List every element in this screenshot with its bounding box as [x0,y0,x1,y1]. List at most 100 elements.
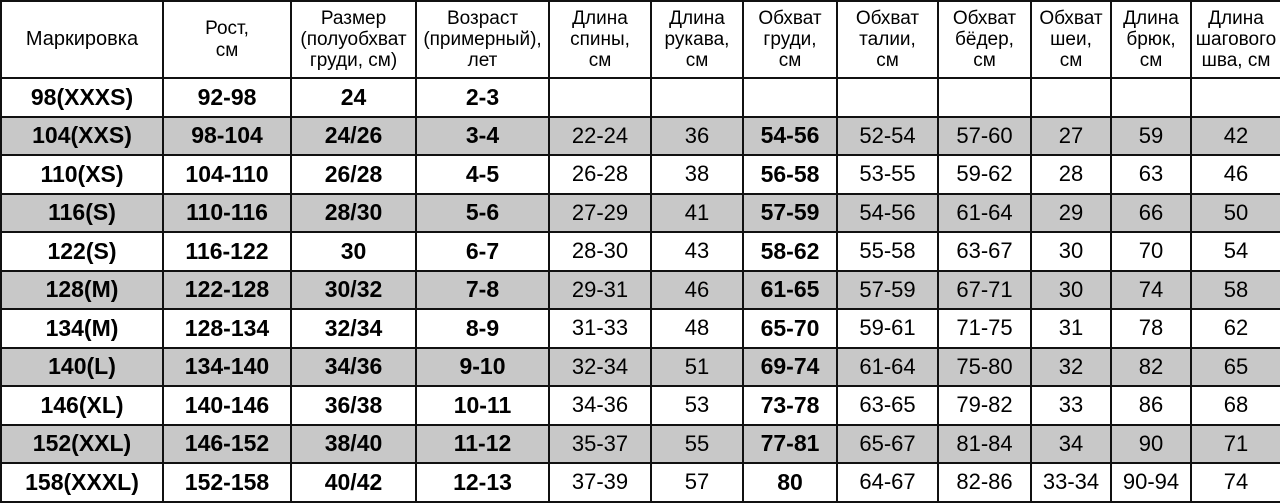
table-cell: 43 [650,231,744,272]
table-cell: 5-6 [415,192,550,233]
table-cell: 28 [1030,154,1112,195]
table-cell [742,77,838,118]
table-cell: 59-61 [836,308,939,349]
table-cell: 116-122 [162,231,292,272]
table-cell: 79-82 [937,385,1032,426]
table-cell: 140-146 [162,385,292,426]
table-cell: 57-59 [742,192,838,233]
table-cell: 58 [1190,269,1280,310]
cell-size-marking: 122(S) [0,231,164,272]
table-cell: 63-67 [937,231,1032,272]
table-row: 128(M) 122-128 30/32 7-8 29-31 46 61-65 57-59 67… [0,269,1280,310]
column-header-1: Маркировка [0,0,164,79]
cell-size-marking: 104(XXS) [0,115,164,156]
table-cell: 40/42 [290,462,417,503]
column-header-12: Длина шагового шва, см [1190,0,1280,79]
table-cell: 98-104 [162,115,292,156]
table-cell: 37-39 [548,462,652,503]
table-cell: 62 [1190,308,1280,349]
table-cell: 30 [1030,269,1112,310]
table-cell: 146-152 [162,423,292,464]
table-cell: 68 [1190,385,1280,426]
table-row: 122(S) 116-122 30 6-7 28-30 43 58-62 55-58 63-67… [0,231,1280,272]
table-body: 98(XXXS) 92-98 24 2-3 104(XXS) 98-104 24/26 3-4… [0,77,1280,503]
table-cell: 90-94 [1110,462,1192,503]
table-cell: 38/40 [290,423,417,464]
table-cell: 66 [1110,192,1192,233]
table-cell: 90 [1110,423,1192,464]
table-row: 140(L) 134-140 34/36 9-10 32-34 51 69-74 61-64 7… [0,346,1280,387]
column-header-2: Рост, см [162,0,292,79]
table-cell: 56-58 [742,154,838,195]
table-cell: 33-34 [1030,462,1112,503]
table-cell: 12-13 [415,462,550,503]
table-cell: 59-62 [937,154,1032,195]
column-header-4: Возраст (примерный), лет [415,0,550,79]
column-header-9: Обхват бёдер, см [937,0,1032,79]
table-cell: 110-116 [162,192,292,233]
table-cell: 74 [1110,269,1192,310]
table-cell: 61-65 [742,269,838,310]
table-row: 134(M) 128-134 32/34 8-9 31-33 48 65-70 59-61 71… [0,308,1280,349]
table-cell [937,77,1032,118]
table-cell: 26-28 [548,154,652,195]
table-cell: 24 [290,77,417,118]
table-cell: 134-140 [162,346,292,387]
table-row: 110(XS) 104-110 26/28 4-5 26-28 38 56-58 53-55 5… [0,154,1280,195]
table-cell: 70 [1110,231,1192,272]
table-cell: 61-64 [836,346,939,387]
table-cell: 77-81 [742,423,838,464]
cell-size-marking: 146(XL) [0,385,164,426]
table-cell: 31 [1030,308,1112,349]
table-cell: 74 [1190,462,1280,503]
table-row: 152(XXL) 146-152 38/40 11-12 35-37 55 77-81 65-… [0,423,1280,464]
table-cell: 36/38 [290,385,417,426]
cell-size-marking: 134(M) [0,308,164,349]
table-cell: 67-71 [937,269,1032,310]
table-cell: 7-8 [415,269,550,310]
table-cell: 92-98 [162,77,292,118]
column-header-7: Обхват груди, см [742,0,838,79]
table-cell: 46 [1190,154,1280,195]
table-cell: 152-158 [162,462,292,503]
table-cell [1110,77,1192,118]
table-cell: 10-11 [415,385,550,426]
table-cell: 34 [1030,423,1112,464]
table-cell: 81-84 [937,423,1032,464]
table-cell: 78 [1110,308,1192,349]
table-cell: 54-56 [742,115,838,156]
cell-size-marking: 140(L) [0,346,164,387]
table-cell: 6-7 [415,231,550,272]
table-cell: 82 [1110,346,1192,387]
table-row: 116(S) 110-116 28/30 5-6 27-29 41 57-59 54-56 61… [0,192,1280,233]
table-cell: 4-5 [415,154,550,195]
table-cell: 50 [1190,192,1280,233]
table-header: Маркировка Рост, см Размер (полуобхват груди,… [0,0,1280,79]
table-cell: 36 [650,115,744,156]
column-header-8: Обхват талии, см [836,0,939,79]
table-cell: 73-78 [742,385,838,426]
table-cell: 30 [1030,231,1112,272]
table-cell [836,77,939,118]
table-row: 146(XL) 140-146 36/38 10-11 34-36 53 73-78 63-6… [0,385,1280,426]
table-cell: 69-74 [742,346,838,387]
table-cell: 65 [1190,346,1280,387]
column-header-5: Длина спины, см [548,0,652,79]
table-cell: 86 [1110,385,1192,426]
table-cell: 57-59 [836,269,939,310]
table-cell [650,77,744,118]
table-cell: 53-55 [836,154,939,195]
table-cell: 30/32 [290,269,417,310]
table-cell: 104-110 [162,154,292,195]
column-header-3: Размер (полуобхват груди, см) [290,0,417,79]
column-header-11: Длина брюк, см [1110,0,1192,79]
column-header-10: Обхват шеи, см [1030,0,1112,79]
table-cell: 35-37 [548,423,652,464]
table-cell: 82-86 [937,462,1032,503]
table-cell: 59 [1110,115,1192,156]
table-cell: 53 [650,385,744,426]
table-cell: 3-4 [415,115,550,156]
cell-size-marking: 98(XXXS) [0,77,164,118]
